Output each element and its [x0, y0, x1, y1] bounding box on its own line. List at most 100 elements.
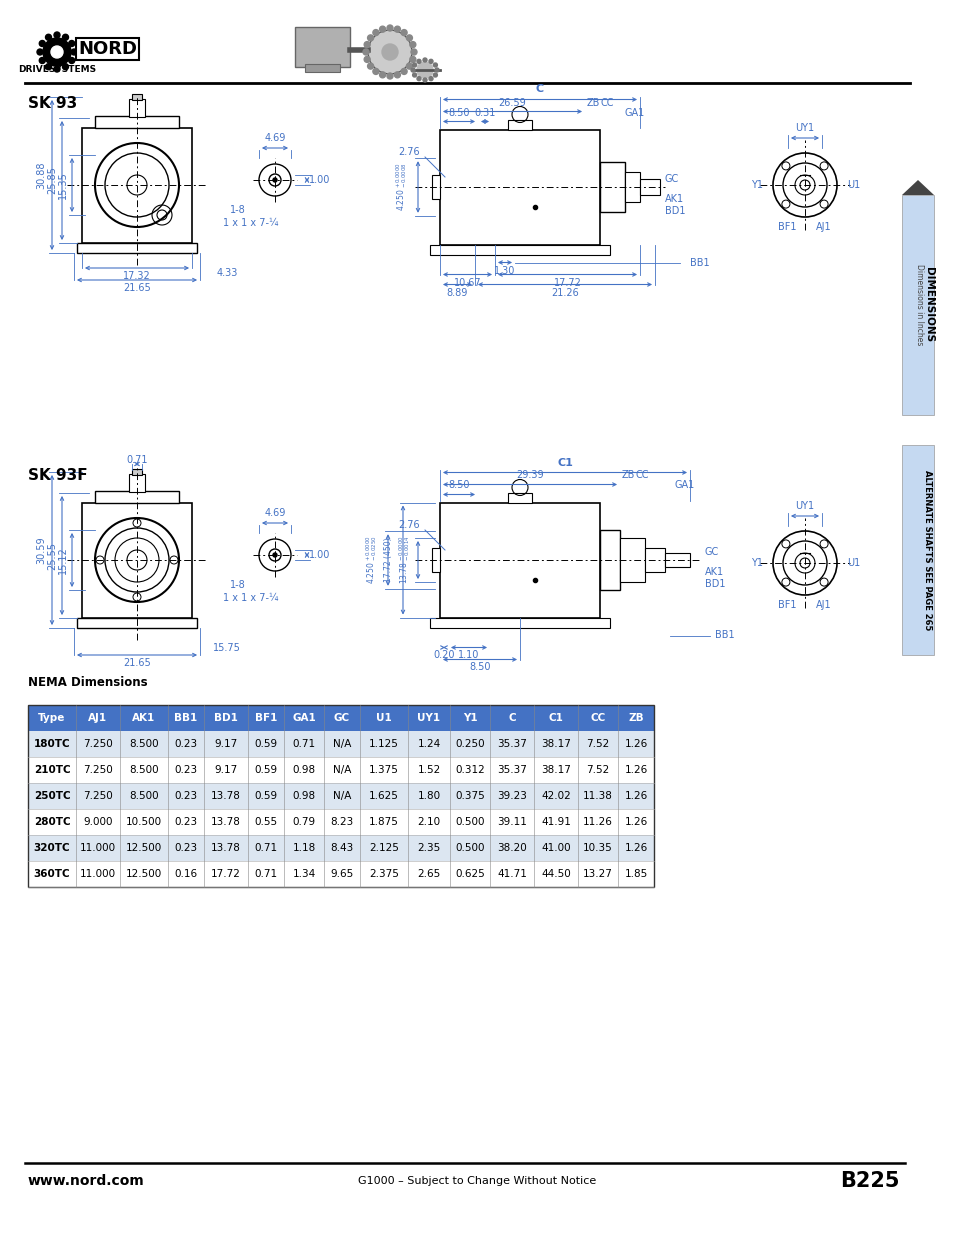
Circle shape [71, 49, 77, 56]
Text: AK1: AK1 [704, 567, 723, 577]
Text: 13.78 $^{-0.0000}_{-0.0014}$: 13.78 $^{-0.0000}_{-0.0014}$ [397, 536, 412, 584]
Text: 35.37: 35.37 [497, 739, 526, 748]
Text: 0.16: 0.16 [174, 869, 197, 879]
Text: 4.33: 4.33 [216, 268, 237, 278]
Text: 25.55: 25.55 [47, 541, 57, 569]
Text: 21.26: 21.26 [551, 288, 578, 298]
Text: 4.69: 4.69 [264, 133, 285, 143]
Circle shape [368, 30, 412, 74]
Text: 9.17: 9.17 [214, 739, 237, 748]
Circle shape [127, 550, 147, 571]
Text: 0.23: 0.23 [174, 790, 197, 802]
Text: CC: CC [635, 471, 648, 480]
Text: DRIVESYSTEMS: DRIVESYSTEMS [18, 65, 96, 74]
Text: ZB: ZB [586, 98, 599, 107]
Text: 1.80: 1.80 [417, 790, 440, 802]
Text: 11.26: 11.26 [582, 818, 612, 827]
Text: 7.52: 7.52 [586, 739, 609, 748]
Text: 9.65: 9.65 [330, 869, 354, 879]
Text: AK1: AK1 [132, 713, 155, 722]
Circle shape [63, 64, 69, 69]
Text: SK 93F: SK 93F [28, 468, 88, 483]
Circle shape [269, 174, 281, 186]
Text: 1-8: 1-8 [230, 205, 246, 215]
Bar [901, 445, 933, 655]
Text: 12.500: 12.500 [126, 844, 162, 853]
Text: 15.12: 15.12 [58, 546, 68, 574]
Text: 1.85: 1.85 [623, 869, 647, 879]
Text: 1.34: 1.34 [292, 869, 315, 879]
Text: 8.50: 8.50 [469, 662, 490, 673]
Circle shape [39, 58, 45, 63]
Text: 1.625: 1.625 [369, 790, 398, 802]
Text: AJ1: AJ1 [89, 713, 108, 722]
Bar [294, 27, 350, 67]
Text: GA1: GA1 [674, 480, 695, 490]
Text: 0.55: 0.55 [254, 818, 277, 827]
Text: 7.52: 7.52 [586, 764, 609, 776]
Text: 0.98: 0.98 [293, 790, 315, 802]
Text: 12.500: 12.500 [126, 869, 162, 879]
Circle shape [367, 35, 374, 41]
Text: UY1: UY1 [795, 501, 814, 511]
Text: 0.375: 0.375 [455, 790, 484, 802]
Text: 0.59: 0.59 [254, 790, 277, 802]
Circle shape [410, 42, 416, 48]
Text: 0.23: 0.23 [174, 764, 197, 776]
Text: 10.500: 10.500 [126, 818, 162, 827]
Text: 44.50: 44.50 [540, 869, 570, 879]
Text: 7.250: 7.250 [83, 790, 112, 802]
Text: UY1: UY1 [417, 713, 440, 722]
Text: Type: Type [38, 713, 66, 722]
Bar [28, 705, 654, 887]
Text: 0.59: 0.59 [254, 739, 277, 748]
Bar [95, 116, 179, 128]
Circle shape [800, 180, 809, 190]
Text: 8.500: 8.500 [129, 739, 158, 748]
Text: 0.500: 0.500 [455, 844, 484, 853]
Circle shape [269, 550, 281, 561]
Text: GC: GC [704, 547, 719, 557]
Text: 39.23: 39.23 [497, 790, 526, 802]
Text: 2.125: 2.125 [369, 844, 398, 853]
Circle shape [46, 64, 51, 69]
Text: CC: CC [599, 98, 613, 107]
Text: 21.65: 21.65 [123, 658, 151, 668]
Circle shape [69, 41, 74, 47]
Circle shape [69, 58, 74, 63]
Text: N/A: N/A [333, 739, 351, 748]
Bar [507, 493, 532, 503]
Circle shape [63, 35, 69, 41]
Circle shape [373, 30, 378, 36]
Text: 26.59: 26.59 [498, 98, 526, 107]
Text: C1: C1 [548, 713, 563, 722]
Text: 2.375: 2.375 [369, 869, 398, 879]
Circle shape [387, 73, 393, 79]
Text: 210TC: 210TC [33, 764, 71, 776]
Bar [432, 548, 439, 572]
Text: 1.875: 1.875 [369, 818, 398, 827]
Text: N/A: N/A [333, 790, 351, 802]
Text: 8.43: 8.43 [330, 844, 354, 853]
Text: BB1: BB1 [714, 631, 734, 641]
Bar [82, 128, 192, 243]
Circle shape [379, 26, 385, 32]
Text: 38.17: 38.17 [540, 739, 570, 748]
Bar [82, 503, 192, 618]
Text: 1.00: 1.00 [309, 550, 331, 559]
Bar [439, 130, 599, 245]
Bar [639, 179, 659, 195]
Text: 42.02: 42.02 [540, 790, 570, 802]
Text: 25.85: 25.85 [47, 167, 57, 194]
Text: C: C [536, 84, 543, 95]
Text: 11.38: 11.38 [582, 790, 612, 802]
Text: 11.000: 11.000 [80, 869, 116, 879]
Text: 1.26: 1.26 [623, 790, 647, 802]
Text: 13.27: 13.27 [582, 869, 612, 879]
Bar [28, 809, 654, 835]
Text: U1: U1 [846, 558, 860, 568]
Circle shape [387, 25, 393, 31]
Bar [644, 548, 664, 572]
Text: 39.11: 39.11 [497, 818, 526, 827]
Circle shape [429, 77, 433, 80]
